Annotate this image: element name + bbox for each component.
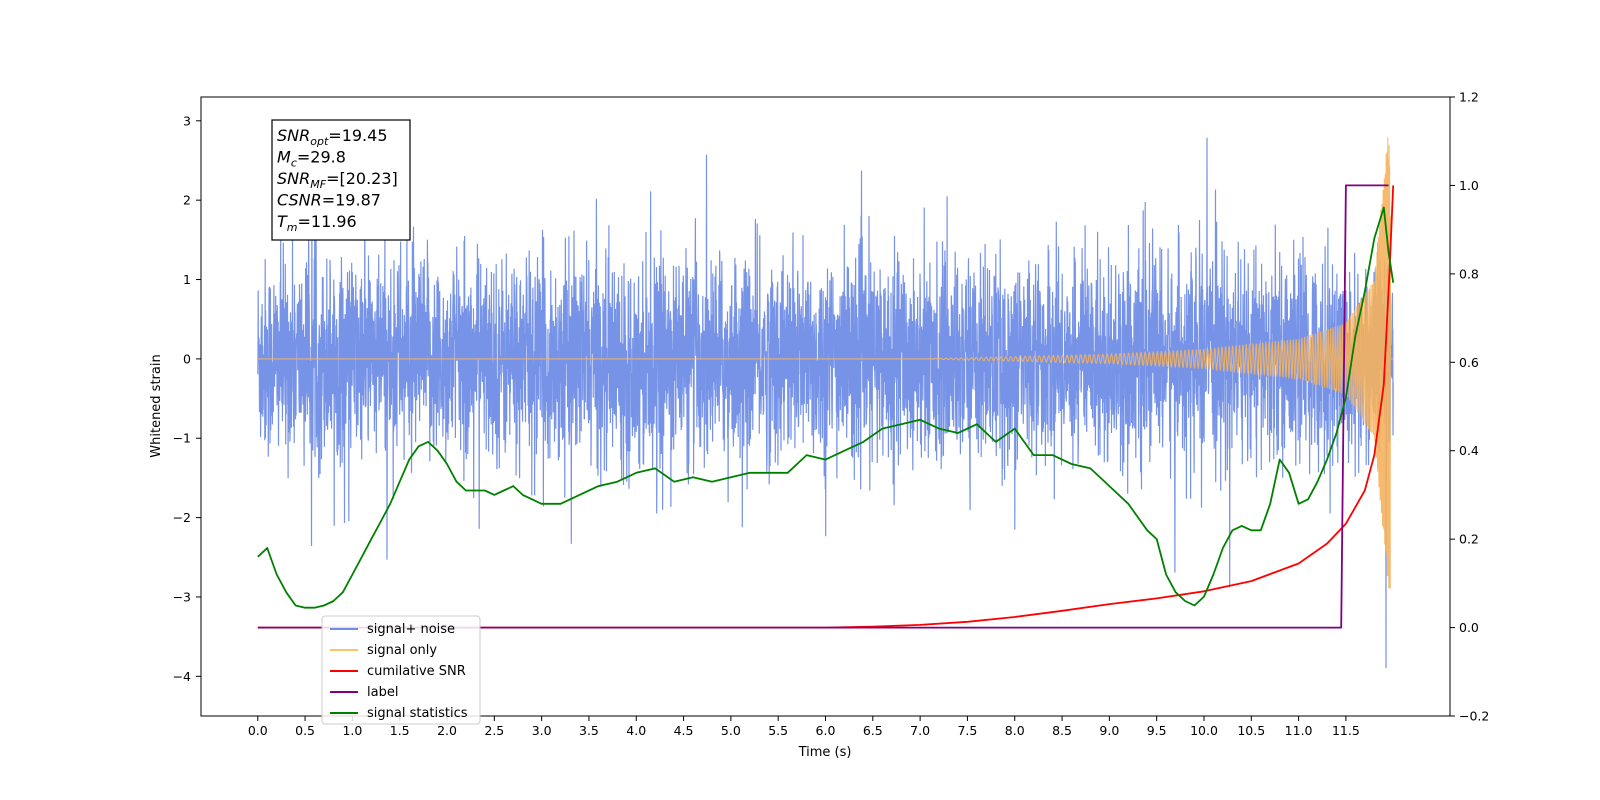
x-tick-label: 4.5	[674, 723, 694, 738]
x-tick-label: 7.0	[910, 723, 930, 738]
legend: signal+ noise signal only cumilative SNR la…	[321, 615, 481, 725]
x-tick-label: 8.5	[1052, 723, 1072, 738]
x-tick-label: 3.5	[579, 723, 599, 738]
plot-area	[257, 137, 1395, 669]
series-signal-statistics	[257, 206, 1395, 609]
legend-label: signal+ noise	[367, 622, 455, 637]
info-line: CSNR=19.87	[277, 191, 381, 210]
x-tick-label: 9.0	[1099, 723, 1119, 738]
info-line: SNRMF=[20.23]	[277, 169, 398, 191]
x-tick-label: 4.0	[626, 723, 646, 738]
legend-label: label	[367, 685, 398, 700]
info-line: Tm=11.96	[277, 212, 357, 234]
y-left-tick-label: 1	[183, 272, 191, 287]
y-right-tick-label: 1.0	[1459, 178, 1479, 193]
info-line: Mc=29.8	[277, 148, 346, 170]
info-box: SNRopt=19.45Mc=29.8SNRMF=[20.23]CSNR=19.…	[271, 119, 411, 241]
y-right-tick-label: 0.8	[1459, 266, 1479, 281]
y-left-tick-label: 0	[183, 351, 191, 366]
legend-label: signal only	[367, 643, 437, 658]
y-left-tick-label: −3	[173, 589, 191, 604]
x-tick-label: 10.0	[1190, 723, 1218, 738]
series-signal-only	[257, 137, 1394, 589]
x-axis-label: Time (s)	[798, 745, 852, 760]
x-tick-label: 3.0	[532, 723, 552, 738]
x-tick-label: 5.0	[721, 723, 741, 738]
x-tick-label: 0.5	[295, 723, 315, 738]
y-axis-label: Whitened strain	[149, 354, 164, 457]
x-tick-label: 5.5	[768, 723, 788, 738]
y-right-tick-label: 0.6	[1459, 355, 1479, 370]
y-left-tick-label: 2	[183, 193, 191, 208]
legend-label: cumilative SNR	[367, 664, 466, 679]
x-tick-label: 6.0	[816, 723, 836, 738]
series-signal-plus-noise	[257, 137, 1394, 669]
series-label	[257, 184, 1389, 629]
y-left-tick-label: −2	[173, 510, 191, 525]
y-right-tick-label: 0.0	[1459, 620, 1479, 635]
y-left-tick-label: 3	[183, 113, 191, 128]
info-line: SNRopt=19.45	[277, 126, 388, 148]
x-tick-label: 11.0	[1285, 723, 1313, 738]
y-right-tick-label: −0.2	[1459, 709, 1489, 724]
x-tick-label: 6.5	[863, 723, 883, 738]
y-left-tick-label: −1	[173, 431, 191, 446]
x-tick-label: 8.0	[1005, 723, 1025, 738]
x-tick-label: 2.0	[437, 723, 457, 738]
legend-label: signal statistics	[367, 706, 468, 721]
y-right-tick-label: 1.2	[1459, 90, 1479, 105]
x-tick-label: 1.5	[390, 723, 410, 738]
x-tick-label: 1.0	[342, 723, 362, 738]
x-tick-label: 0.0	[248, 723, 268, 738]
y-right-tick-label: 0.2	[1459, 532, 1479, 547]
series-cumilative-snr	[257, 185, 1395, 629]
y-right-tick-label: 0.4	[1459, 443, 1479, 458]
y-left-tick-label: −4	[173, 669, 191, 684]
x-tick-label: 11.5	[1332, 723, 1360, 738]
x-tick-label: 9.5	[1147, 723, 1167, 738]
x-tick-label: 7.5	[957, 723, 977, 738]
x-tick-label: 2.5	[484, 723, 504, 738]
x-tick-label: 10.5	[1237, 723, 1265, 738]
